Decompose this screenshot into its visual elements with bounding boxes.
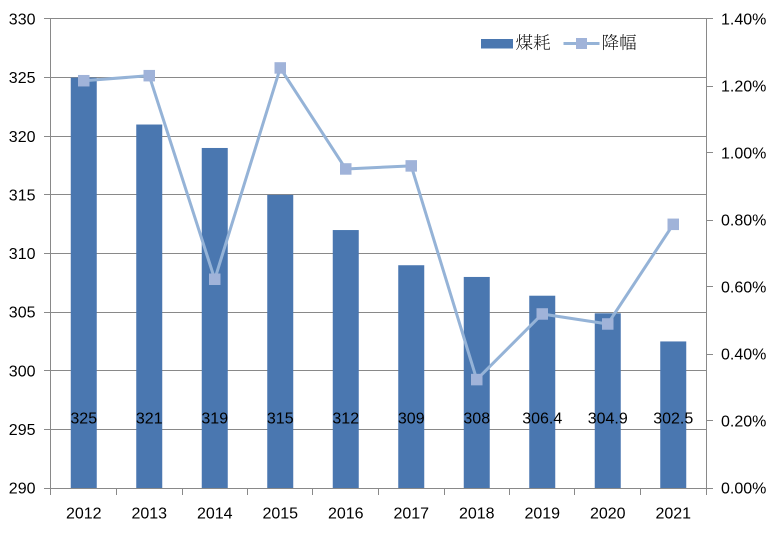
svg-text:295: 295 [9, 422, 36, 439]
svg-text:302.5: 302.5 [653, 411, 693, 428]
svg-text:2014: 2014 [197, 506, 233, 523]
svg-text:290: 290 [9, 481, 36, 498]
svg-text:306.4: 306.4 [522, 411, 562, 428]
svg-text:325: 325 [70, 411, 97, 428]
svg-text:2019: 2019 [524, 506, 560, 523]
svg-text:310: 310 [9, 246, 36, 263]
svg-text:309: 309 [398, 411, 425, 428]
svg-text:315: 315 [267, 411, 294, 428]
svg-text:330: 330 [9, 12, 36, 29]
svg-text:1.00%: 1.00% [721, 146, 766, 163]
svg-text:0.40%: 0.40% [721, 347, 766, 364]
svg-text:1.40%: 1.40% [721, 12, 766, 29]
svg-text:2012: 2012 [66, 506, 102, 523]
svg-text:325: 325 [9, 70, 36, 87]
svg-text:0.60%: 0.60% [721, 280, 766, 297]
svg-text:305: 305 [9, 305, 36, 322]
svg-text:2017: 2017 [393, 506, 429, 523]
svg-text:304.9: 304.9 [588, 411, 628, 428]
svg-text:2015: 2015 [262, 506, 298, 523]
svg-text:308: 308 [463, 411, 490, 428]
svg-text:2016: 2016 [328, 506, 364, 523]
svg-text:2020: 2020 [590, 506, 626, 523]
svg-text:2013: 2013 [131, 506, 167, 523]
svg-text:0.80%: 0.80% [721, 213, 766, 230]
svg-text:0.20%: 0.20% [721, 414, 766, 431]
svg-text:315: 315 [9, 188, 36, 205]
svg-text:300: 300 [9, 363, 36, 380]
svg-text:312: 312 [332, 411, 359, 428]
svg-text:319: 319 [201, 411, 228, 428]
svg-text:2021: 2021 [655, 506, 691, 523]
svg-text:2018: 2018 [459, 506, 495, 523]
svg-text:321: 321 [136, 411, 163, 428]
svg-text:1.20%: 1.20% [721, 79, 766, 96]
svg-text:320: 320 [9, 129, 36, 146]
svg-text:0.00%: 0.00% [721, 481, 766, 498]
